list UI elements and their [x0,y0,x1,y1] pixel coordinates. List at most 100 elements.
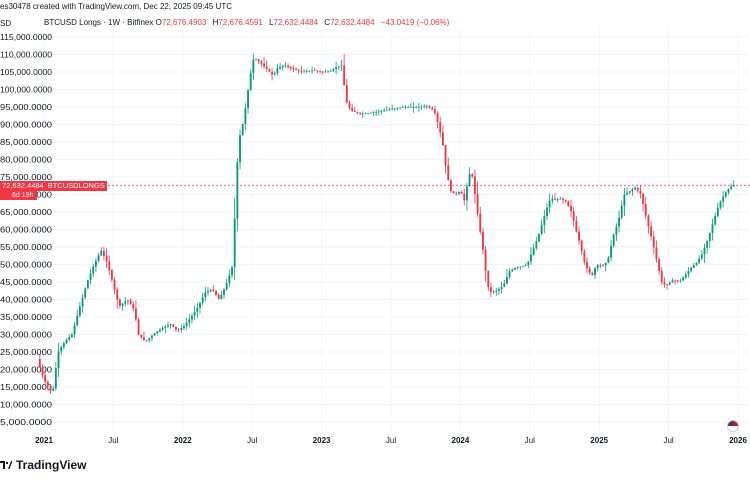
candle-body [57,351,60,369]
candle-body [204,292,207,298]
us-flag-icon[interactable] [727,420,739,432]
candle-body [268,69,271,72]
x-tick-label: Jul [247,436,257,445]
candle-body [367,113,370,114]
candle-body [578,231,580,241]
candle-body [551,198,554,201]
candle-body [666,284,669,286]
x-tick-label: 2024 [452,436,470,445]
candle-body [698,258,701,263]
candle-body [554,198,556,200]
candle-body [465,186,468,201]
candle-body [76,315,79,326]
candle-body [209,289,212,292]
candle-body [46,381,49,387]
candle-body [255,59,257,61]
candle-body [52,388,55,391]
candle-body [62,343,65,348]
candle-body [409,107,412,108]
candle-body [538,233,540,242]
candle-body [506,276,508,284]
candle-body [303,71,306,73]
candle-body [487,270,490,288]
candle-body [644,203,647,216]
candle-body [447,165,450,181]
candle-body [231,267,233,276]
candle-body [618,217,620,227]
candle-body [159,329,161,332]
candle-body [455,193,458,195]
candle-body [684,274,687,278]
candle-body [153,333,156,336]
candle-body [140,334,143,338]
x-tick-label: Jul [663,436,673,445]
candle-body [41,367,44,376]
candle-body [337,66,340,68]
candle-body [583,251,586,262]
candle-body [660,270,663,282]
candle-body [460,192,463,194]
candle-body [623,194,626,206]
y-tick-label: 85,000.0000 [0,138,53,147]
candle-body [223,289,225,295]
candle-body [444,145,447,166]
high-value: 72,676.4591 [218,18,263,27]
candle-body [151,335,153,339]
y-tick-label: 35,000.0000 [0,313,53,322]
candle-body [340,65,343,67]
candle-body [417,106,420,108]
candle-body [263,63,265,67]
candle-body [703,247,706,255]
candle-body [457,192,460,194]
candle-body [514,267,516,270]
candle-body [431,107,434,110]
candle-body [356,111,359,113]
candle-body [492,291,495,293]
y-tick-label: 100,000.0000 [0,86,53,95]
y-tick-label: 90,000.0000 [0,121,53,130]
candle-body [241,123,244,136]
candle-body [687,271,690,275]
candle-body [321,71,324,73]
candle-body [81,297,84,307]
candle-body [511,269,514,272]
candle-body [516,267,519,269]
candle-body [567,201,570,206]
chart-header: es30478 created with TradingView.com, De… [0,0,750,12]
candle-body [118,299,121,306]
candle-body [175,326,177,330]
candle-body [658,259,661,271]
y-tick-label: 10,000.0000 [0,401,53,410]
candle-body [225,283,228,290]
candle-body [287,65,290,67]
candle-body [388,109,391,111]
candle-body [220,294,223,300]
brand-name: TradingView [16,458,87,472]
candle-body [401,107,404,108]
footer-brand: TradingView [0,456,86,474]
candle-body [110,270,113,280]
candle-body [78,306,81,316]
candle-body [359,112,362,114]
candle-body [332,69,335,71]
candle-body [543,216,546,226]
candle-body [105,255,108,261]
candle-body [634,187,637,190]
candle-body [559,198,562,200]
candle-body [361,113,364,115]
candle-body [116,289,119,300]
candle-body [500,286,503,289]
candle-body [73,325,76,335]
candle-body [383,110,386,112]
candle-body [201,297,204,303]
candle-body [54,368,57,389]
candle-body [311,70,314,72]
candle-body [612,234,615,246]
candle-body [271,71,273,75]
candle-body [156,331,159,334]
candle-body [305,71,308,72]
x-tick-label: 2023 [313,436,331,445]
candle-body [652,236,655,248]
candle-body [281,65,284,68]
